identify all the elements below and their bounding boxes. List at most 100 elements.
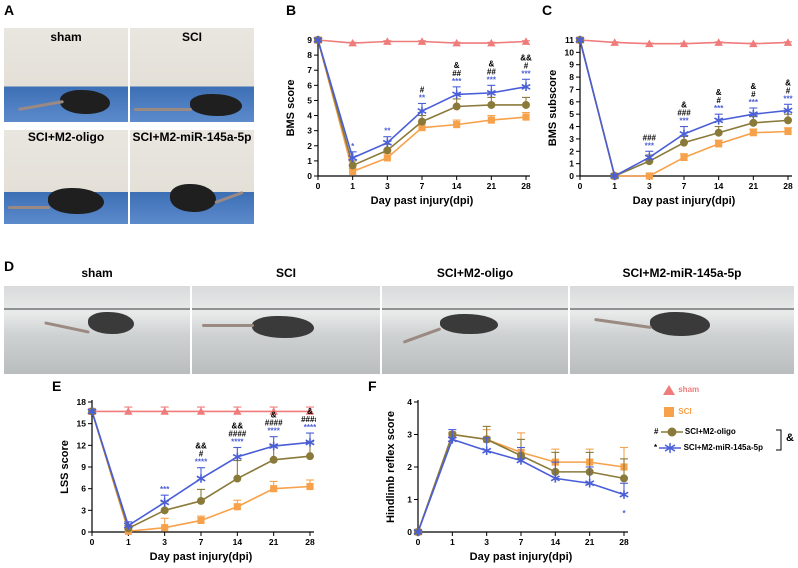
data-point [306,452,314,461]
y-tick-label: 0 [81,527,86,537]
data-point [784,127,792,136]
data-point [124,407,133,415]
significance-label: ## [487,67,496,76]
water-surface [382,308,568,310]
panel-letter-e: E [52,378,62,394]
y-tick-label: 0 [407,527,412,537]
legend-label: SCI+M2-oligo [684,427,736,437]
data-point [269,441,279,451]
y-tick-label: 9 [81,462,86,472]
series-SCI+M2-miR-145a-5p [413,429,629,537]
chart-f-hindlimb-reflex: 0 1 2 3 4 0 1 3 7 14 21 28 Day past injury(dpi) Hindl… [385,397,629,563]
mouse-figure [190,94,242,116]
significance-label: && [232,422,244,431]
x-tick-label: 3 [647,181,652,191]
legend-bracket [776,429,782,451]
x-tick-label: 1 [450,537,455,547]
series-SCI+M2-oligo [414,425,628,536]
significance-label: & [488,59,494,68]
mouse-tail [18,100,64,111]
data-point [585,479,595,488]
significance-label: # [199,450,204,459]
y-tick-label: 4 [407,397,412,407]
y-tick-label: 12 [77,440,87,450]
panel-letter-c: C [542,2,553,18]
legend-item-sci-m2-oligo: # SCI+M2-oligo [654,426,736,440]
chart-b-bms-score: 0 1 2 3 4 5 6 7 8 9 0 1 3 7 14 21 28 Day past injury(dpi)… [285,35,532,207]
data-point [749,129,757,137]
data-point [160,498,170,507]
y-tick-label: 10 [565,47,575,57]
data-point [714,116,724,125]
data-point [521,82,531,92]
y-tick-label: 7 [569,84,574,94]
mouse-figure [650,312,710,336]
series-sham [575,35,793,48]
mouse-tail [214,190,244,205]
x-tick-label: 14 [452,181,462,191]
legend: sham SCI # SCI+M2-oligo * SCI+M2-miR-145… [654,384,798,524]
star-marker-icon [659,443,682,453]
data-point [383,154,391,162]
x-tick-label: 7 [420,181,425,191]
data-point [680,138,688,147]
significance-label: **** [195,458,208,467]
data-point [575,35,585,45]
legend-bracket-label: & [786,432,794,444]
water-photo-sci-m2-mir [570,286,794,374]
significance-label: && [520,53,532,62]
x-tick-label: 14 [714,181,724,191]
data-point [714,128,723,137]
data-point [487,38,496,47]
significance-label: *** [783,94,793,103]
y-tick-label: 7 [307,65,312,75]
data-point [197,516,205,525]
data-point [550,474,560,483]
data-point [516,456,526,465]
data-point [714,38,723,46]
significance-label: & [785,78,791,87]
x-tick-label: 1 [350,181,355,191]
data-point [610,171,620,181]
x-tick-label: 7 [519,537,524,547]
mouse-figure [252,316,314,338]
data-point [748,109,758,119]
y-axis-label: Hindlimb reflex score [385,411,397,523]
y-tick-label: 3 [81,505,86,515]
data-point [447,435,457,444]
data-point [160,407,169,415]
photo-d-title: SCI [275,266,296,280]
data-point [87,407,97,416]
x-tick-label: 14 [233,537,243,547]
data-point [521,37,531,45]
x-tick-label: 28 [619,537,629,547]
triangle-marker-icon [663,385,675,395]
x-tick-label: 3 [385,181,390,191]
data-point [453,121,461,129]
y-tick-label: 1 [407,495,412,505]
data-point [482,446,492,455]
significance-label: & [454,61,460,70]
x-tick-label: 21 [585,537,595,547]
legend-prefix: * [654,443,658,453]
legend-label: SCI+M2-miR-145a-5p [683,443,763,453]
legend-item-sci: SCI [662,406,692,420]
x-tick-label: 14 [551,537,561,547]
data-point [679,39,689,48]
y-tick-label: 8 [569,72,574,82]
photo-label: sham [50,30,82,44]
significance-label: * [622,509,626,518]
x-tick-label: 0 [90,537,95,547]
photo-d-title: SCI+M2-miR-145a-5p [622,266,742,280]
y-tick-label: 0 [569,171,574,181]
significance-label: #### [301,415,316,424]
significance-label: *** [679,117,689,126]
y-tick-label: 9 [569,60,574,70]
significance-label: & [750,82,756,91]
photo-d-title: SCI+M2-oligo [436,266,514,280]
y-tick-label: 15 [77,419,87,429]
x-tick-label: 0 [578,181,583,191]
y-tick-label: 5 [307,95,312,105]
significance-label: ** [384,127,391,136]
x-axis-label: Day past injury(dpi) [470,551,573,563]
